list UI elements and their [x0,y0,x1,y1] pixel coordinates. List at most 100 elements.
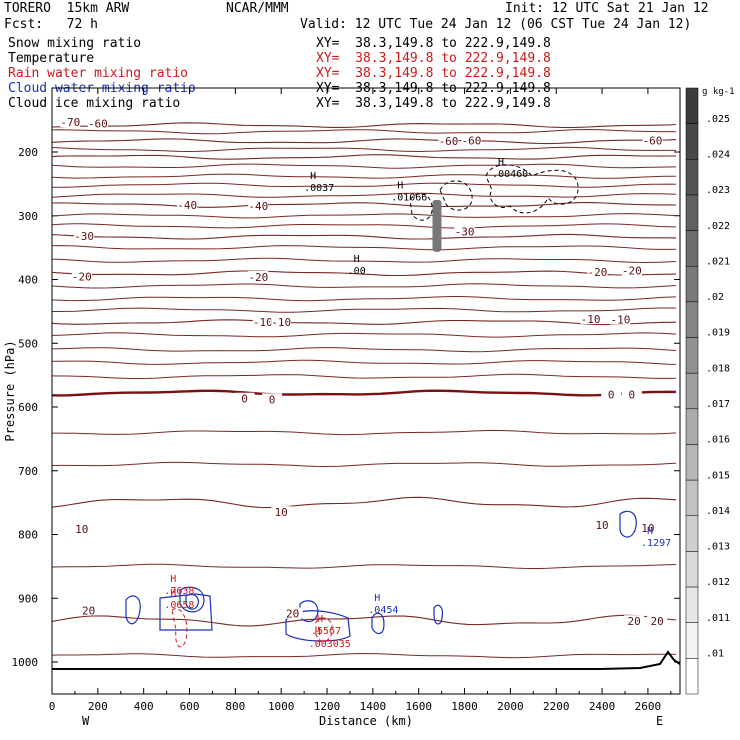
isotherm-label: 10 [275,506,288,519]
terrain-line [52,650,681,670]
rain-water-contour [315,617,333,642]
field-xy-range: XY= 38.3,149.8 to 222.9,149.8 [316,51,551,66]
max-value-label: .0454 [368,605,398,616]
isotherm-line [51,496,677,509]
isotherm-label: 0 [269,393,276,406]
field-label: Cloud ice mixing ratio [8,96,181,111]
colorbar-label: .011 [706,613,730,624]
field-xy-range: XY= 38.3,149.8 to 222.9,149.8 [316,96,551,111]
isotherm-label: -20 [588,266,608,279]
isotherm-label-bg [642,134,663,146]
isotherm-line [51,652,677,659]
isotherm-label: 10 [75,523,88,536]
field-xy-range: XY= 38.3,149.8 to 222.9,149.8 [316,36,551,51]
isotherm-label-bg [621,264,642,276]
x-tick-label: 1000 [268,700,295,713]
max-marker: H [397,181,403,192]
colorbar-segment [685,372,699,410]
colorbar-segment [685,658,699,695]
isotherm-line [51,182,677,188]
isotherm-line [51,563,677,569]
isotherm-label-bg [71,522,92,534]
colorbar-label: .019 [706,328,730,339]
max-marker: H [374,593,380,604]
isotherm-label: -10 [610,314,630,327]
max-value-label: .0658 [164,600,194,611]
plot-frame [51,87,681,695]
isotherm-label: 20 [286,608,299,621]
isotherm-label: -20 [72,270,92,283]
colorbar-label: .018 [706,363,730,374]
isotherm-label: -60 [643,135,663,148]
isotherm-label-bg [60,116,81,128]
cloud-water-contour [619,510,637,538]
colorbar-label: .022 [706,221,730,232]
y-tick-label: 400 [18,274,38,287]
max-marker: H [170,588,176,599]
max-value-label: .01066 [391,193,427,204]
max-value-label: .00460 [492,169,528,180]
colorbar-label: .014 [706,506,730,517]
max-marker: H [310,171,316,182]
colorbar-segment [685,159,699,196]
colorbar-segment [685,123,699,160]
isotherm-label-bg [621,388,642,400]
isotherm-label: 0 [629,388,636,401]
isotherm-label-bg [587,265,608,277]
rain-water-contour [171,608,188,648]
isotherm-label: -20 [622,265,642,278]
y-tick-label: 1000 [12,656,39,669]
isotherm-label-bg [580,313,601,325]
isotherm-line [51,614,677,627]
cloud-water-contour [179,586,205,613]
y-tick-label: 600 [18,401,38,414]
field-label: Temperature [8,51,95,66]
init-time: Init: 12 UTC Sat 21 Jan 12 [505,1,709,16]
y-tick-label: 800 [18,529,38,542]
isotherm-label-bg [78,604,99,616]
max-marker: H [170,574,176,585]
colorbar-segment [685,586,699,623]
isotherm-line [51,283,677,289]
isotherm-label: -30 [74,230,94,243]
snow-contour [409,193,433,221]
isotherm-line [51,223,677,229]
colorbar-segment [685,265,699,303]
colorbar-segment [685,408,699,445]
isotherm-line [51,163,677,169]
isotherm-label: -60 [461,135,481,148]
x-tick-label: 1600 [405,700,432,713]
isotherm-label: 10 [595,519,608,532]
isotherm-line [51,319,677,326]
isotherm-line [51,146,676,153]
snow-contour [439,180,473,211]
isotherm-label: -10 [581,313,601,326]
colorbar-units: g kg-1 [702,87,735,97]
isotherm-label: -40 [248,200,268,213]
x-tick-label: 200 [88,700,108,713]
isotherm-label: 10 [641,522,654,535]
isotherm-line [51,138,677,145]
isotherm-line [51,347,677,353]
isotherm-label-bg [74,230,95,242]
colorbar-segment [685,551,699,588]
cloud-water-contour [371,612,385,635]
isotherm-label: -10 [253,316,273,329]
y-tick-label: 200 [18,146,38,159]
y-tick-label: 700 [18,465,38,478]
isotherm-label-bg [234,392,255,404]
isotherm-label-bg [454,225,475,237]
isotherm-line [51,332,677,338]
colorbar-segment [685,194,699,231]
isotherm-label-bg [601,388,622,400]
colorbar-label: .017 [706,399,730,410]
isotherm-label-bg [252,316,273,328]
colorbar-label: .016 [706,435,730,446]
colorbar-segment [685,230,699,267]
isotherm-label: -20 [248,271,268,284]
isotherm-line [51,257,677,264]
x-tick-label: 1800 [451,700,478,713]
isotherm-label-bg [637,522,658,534]
isotherm-label: -40 [177,199,197,212]
